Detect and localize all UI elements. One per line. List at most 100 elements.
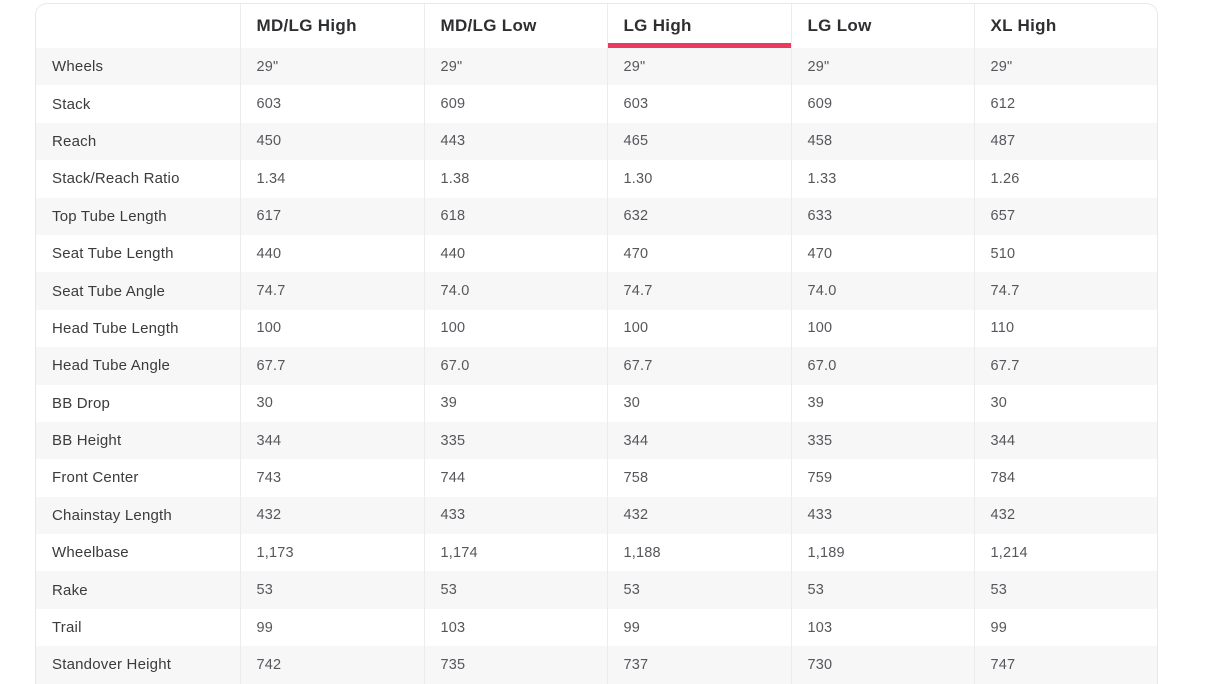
row-label-reach: Reach [36, 122, 240, 161]
value-cell-stack-md-lg-low: 609 [423, 85, 607, 123]
row-label-chainstay-length: Chainstay Length [36, 496, 240, 535]
row-label-wheels: Wheels [36, 48, 240, 86]
row-label-rake: Rake [36, 571, 240, 609]
value-cell-stack-reach-ratio-lg-low: 1.33 [790, 160, 974, 198]
table-row-top-tube-length: Top Tube Length 617 618 632 633 657 [36, 197, 1157, 235]
value-cell-seat-tube-angle-md-lg-low: 74.0 [423, 272, 607, 310]
value-cell-stack-md-lg-high: 603 [239, 85, 424, 123]
value-cell-stack-lg-high: 603 [606, 85, 791, 123]
value-cell-standover-height-lg-high: 737 [606, 646, 791, 684]
value-cell-reach-xl-high: 487 [973, 122, 1157, 161]
table-row-standover-height: Standover Height 742 735 737 730 747 [36, 646, 1157, 684]
value-cell-trail-md-lg-low: 103 [423, 608, 607, 647]
column-header-row: MD/LG High MD/LG Low LG High LG Low XL High [36, 4, 1157, 48]
value-cell-standover-height-lg-low: 730 [790, 646, 974, 684]
value-cell-head-tube-angle-lg-low: 67.0 [790, 347, 974, 385]
value-cell-head-tube-angle-lg-high: 67.7 [606, 347, 791, 385]
table-row-stack: Stack 603 609 603 609 612 [36, 85, 1157, 123]
value-cell-top-tube-length-md-lg-high: 617 [239, 197, 424, 235]
value-cell-stack-reach-ratio-xl-high: 1.26 [973, 160, 1157, 198]
value-cell-stack-reach-ratio-md-lg-low: 1.38 [423, 160, 607, 198]
value-cell-rake-md-lg-low: 53 [423, 571, 607, 609]
table-row-head-tube-length: Head Tube Length 100 100 100 100 110 [36, 309, 1157, 348]
value-cell-chainstay-length-md-lg-low: 433 [423, 496, 607, 535]
row-label-stack-reach-ratio: Stack/Reach Ratio [36, 160, 240, 198]
value-cell-bb-height-lg-low: 335 [790, 421, 974, 460]
value-cell-reach-md-lg-high: 450 [239, 122, 424, 161]
value-cell-rake-lg-low: 53 [790, 571, 974, 609]
table-row-trail: Trail 99 103 99 103 99 [36, 608, 1157, 647]
value-cell-standover-height-md-lg-high: 742 [239, 646, 424, 684]
value-cell-head-tube-angle-xl-high: 67.7 [973, 347, 1157, 385]
column-tab-xl-high[interactable]: XL High [973, 4, 1157, 48]
value-cell-wheels-lg-low: 29" [790, 48, 974, 86]
value-cell-wheelbase-lg-low: 1,189 [790, 534, 974, 572]
value-cell-bb-height-xl-high: 344 [973, 421, 1157, 460]
table-row-stack-reach-ratio: Stack/Reach Ratio 1.34 1.38 1.30 1.33 1.26 [36, 160, 1157, 198]
table-row-wheelbase: Wheelbase 1,173 1,174 1,188 1,189 1,214 [36, 534, 1157, 572]
column-tab-md-lg-low[interactable]: MD/LG Low [423, 4, 607, 48]
value-cell-chainstay-length-lg-high: 432 [606, 496, 791, 535]
row-label-seat-tube-angle: Seat Tube Angle [36, 272, 240, 310]
row-label-head-tube-length: Head Tube Length [36, 309, 240, 348]
row-label-head-tube-angle: Head Tube Angle [36, 347, 240, 385]
value-cell-seat-tube-angle-lg-high: 74.7 [606, 272, 791, 310]
value-cell-front-center-lg-high: 758 [606, 459, 791, 497]
value-cell-seat-tube-length-lg-low: 470 [790, 234, 974, 273]
value-cell-wheelbase-lg-high: 1,188 [606, 534, 791, 572]
value-cell-head-tube-length-lg-low: 100 [790, 309, 974, 348]
value-cell-top-tube-length-md-lg-low: 618 [423, 197, 607, 235]
value-cell-head-tube-length-xl-high: 110 [973, 309, 1157, 348]
row-label-seat-tube-length: Seat Tube Length [36, 234, 240, 273]
column-tab-lg-high[interactable]: LG High [606, 4, 791, 48]
table-row-bb-height: BB Height 344 335 344 335 344 [36, 421, 1157, 460]
value-cell-top-tube-length-lg-low: 633 [790, 197, 974, 235]
column-tab-lg-low[interactable]: LG Low [790, 4, 974, 48]
row-label-bb-drop: BB Drop [36, 384, 240, 422]
row-label-front-center: Front Center [36, 459, 240, 497]
value-cell-seat-tube-length-xl-high: 510 [973, 234, 1157, 273]
value-cell-bb-drop-md-lg-high: 30 [239, 384, 424, 422]
value-cell-stack-lg-low: 609 [790, 85, 974, 123]
table-row-rake: Rake 53 53 53 53 53 [36, 571, 1157, 609]
value-cell-seat-tube-length-lg-high: 470 [606, 234, 791, 273]
value-cell-front-center-md-lg-high: 743 [239, 459, 424, 497]
row-label-wheelbase: Wheelbase [36, 534, 240, 572]
value-cell-rake-md-lg-high: 53 [239, 571, 424, 609]
value-cell-head-tube-length-md-lg-high: 100 [239, 309, 424, 348]
table-row-chainstay-length: Chainstay Length 432 433 432 433 432 [36, 496, 1157, 535]
value-cell-wheels-md-lg-low: 29" [423, 48, 607, 86]
table-row-head-tube-angle: Head Tube Angle 67.7 67.0 67.7 67.0 67.7 [36, 347, 1157, 385]
column-tab-md-lg-high[interactable]: MD/LG High [239, 4, 424, 48]
value-cell-reach-lg-low: 458 [790, 122, 974, 161]
value-cell-wheels-lg-high: 29" [606, 48, 791, 86]
value-cell-bb-drop-xl-high: 30 [973, 384, 1157, 422]
value-cell-bb-drop-lg-high: 30 [606, 384, 791, 422]
table-row-seat-tube-length: Seat Tube Length 440 440 470 470 510 [36, 234, 1157, 273]
value-cell-seat-tube-angle-xl-high: 74.7 [973, 272, 1157, 310]
table-row-seat-tube-angle: Seat Tube Angle 74.7 74.0 74.7 74.0 74.7 [36, 272, 1157, 310]
value-cell-bb-height-md-lg-low: 335 [423, 421, 607, 460]
value-cell-chainstay-length-xl-high: 432 [973, 496, 1157, 535]
value-cell-wheelbase-md-lg-low: 1,174 [423, 534, 607, 572]
value-cell-wheels-md-lg-high: 29" [239, 48, 424, 86]
geometry-table: MD/LG High MD/LG Low LG High LG Low XL High … [35, 3, 1158, 684]
value-cell-bb-height-md-lg-high: 344 [239, 421, 424, 460]
row-label-trail: Trail [36, 608, 240, 647]
value-cell-chainstay-length-lg-low: 433 [790, 496, 974, 535]
row-label-stack: Stack [36, 85, 240, 123]
table-row-front-center: Front Center 743 744 758 759 784 [36, 459, 1157, 497]
value-cell-chainstay-length-md-lg-high: 432 [239, 496, 424, 535]
value-cell-seat-tube-length-md-lg-high: 440 [239, 234, 424, 273]
value-cell-wheels-xl-high: 29" [973, 48, 1157, 86]
value-cell-trail-lg-low: 103 [790, 608, 974, 647]
value-cell-standover-height-xl-high: 747 [973, 646, 1157, 684]
row-label-standover-height: Standover Height [36, 646, 240, 684]
value-cell-stack-reach-ratio-lg-high: 1.30 [606, 160, 791, 198]
value-cell-stack-xl-high: 612 [973, 85, 1157, 123]
value-cell-head-tube-length-md-lg-low: 100 [423, 309, 607, 348]
value-cell-bb-drop-lg-low: 39 [790, 384, 974, 422]
value-cell-head-tube-angle-md-lg-high: 67.7 [239, 347, 424, 385]
value-cell-bb-height-lg-high: 344 [606, 421, 791, 460]
table-row-bb-drop: BB Drop 30 39 30 39 30 [36, 384, 1157, 422]
